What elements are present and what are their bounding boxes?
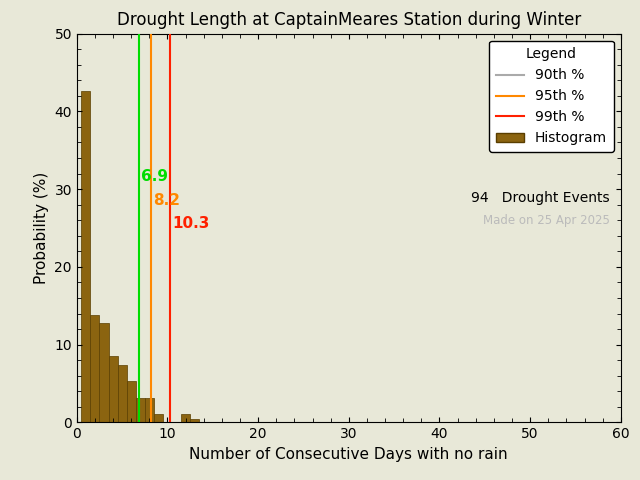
Bar <box>118 365 127 422</box>
Bar <box>127 381 136 422</box>
Bar <box>136 397 145 422</box>
Title: Drought Length at CaptainMeares Station during Winter: Drought Length at CaptainMeares Station … <box>116 11 581 29</box>
Bar <box>190 419 199 422</box>
Y-axis label: Probability (%): Probability (%) <box>34 172 49 284</box>
Bar <box>109 356 118 422</box>
Bar <box>81 91 90 422</box>
Legend: 90th %, 95th %, 99th %, Histogram: 90th %, 95th %, 99th %, Histogram <box>489 40 614 152</box>
X-axis label: Number of Consecutive Days with no rain: Number of Consecutive Days with no rain <box>189 447 508 462</box>
Text: Made on 25 Apr 2025: Made on 25 Apr 2025 <box>483 215 610 228</box>
Bar <box>145 397 154 422</box>
Text: 6.9: 6.9 <box>141 169 168 184</box>
Bar <box>154 414 163 422</box>
Text: 10.3: 10.3 <box>172 216 209 231</box>
Bar <box>90 315 99 422</box>
Text: 94   Drought Events: 94 Drought Events <box>471 191 610 205</box>
Bar <box>99 323 109 422</box>
Text: 8.2: 8.2 <box>153 192 180 208</box>
Bar <box>181 414 190 422</box>
